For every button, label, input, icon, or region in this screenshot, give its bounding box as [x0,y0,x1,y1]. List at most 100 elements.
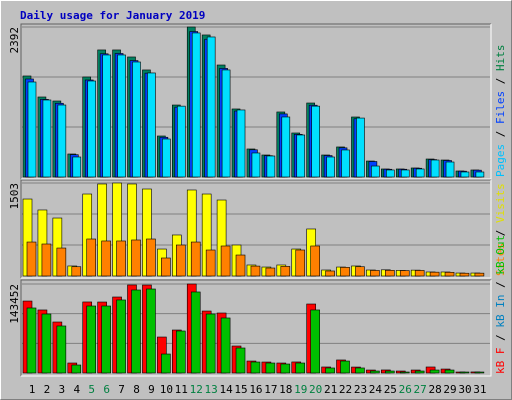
bar [72,156,82,178]
bar [146,288,156,374]
bar [340,267,350,277]
bar [27,81,37,178]
bar [131,239,141,277]
bar [250,265,261,277]
bar [147,72,156,178]
x-tick-label: 19 [294,383,307,396]
bar [310,245,320,277]
legend-entry: / [494,71,507,91]
x-tick-label: 31 [473,383,486,396]
bar [415,168,425,178]
bar [474,371,485,374]
legend-entry: kB F [494,348,507,375]
x-tick-label: 20 [309,383,322,396]
bar [429,369,440,374]
bar [370,370,380,374]
y-tick-label: 1503 [8,183,21,210]
x-tick-label: 15 [234,383,247,396]
x-tick-label: 14 [219,383,233,396]
bar [86,305,97,374]
x-tick-label: 8 [133,383,140,396]
legend-entry: Files [494,91,507,124]
x-tick-label: 7 [118,383,125,396]
legend-entry: Hits [494,45,507,72]
x-tick-label: 17 [264,383,277,396]
x-tick-label: 10 [160,383,173,396]
bar [295,249,306,277]
bar [56,247,67,277]
panel-edge-light [21,280,492,377]
bar [280,363,291,374]
bar [370,270,380,277]
bar [236,109,246,178]
bar [399,270,410,277]
bar [26,241,37,277]
bar [235,254,246,277]
panel-edge-dark [20,179,491,278]
bar [86,238,97,277]
legend-entry: Pages [494,144,507,177]
bar [116,299,126,374]
x-tick-label: 25 [384,383,397,396]
legend-entry: / [494,275,507,295]
bar [26,307,37,374]
bar [311,105,320,178]
bar [161,353,171,374]
bar [430,159,440,178]
bar [414,270,425,277]
bar [235,347,246,374]
x-tick-label: 5 [88,383,95,396]
x-tick-label: 27 [414,383,427,396]
bar [177,105,186,178]
bar [460,171,470,178]
x-tick-label: 30 [458,383,471,396]
bar [41,313,52,374]
bar [265,362,276,374]
x-tick-label: 11 [175,383,188,396]
bar [385,270,395,277]
bar [102,54,111,178]
bar [280,266,291,277]
bar [355,266,365,277]
bar [444,271,455,277]
x-tick-label: 29 [443,383,456,396]
x-tick-label: 18 [279,383,292,396]
bar [117,54,126,178]
x-tick-label: 2 [44,383,51,396]
legend-entry: / [494,328,507,348]
x-tick-label: 22 [339,383,352,396]
bar [251,152,261,178]
x-tick-label: 1 [29,383,36,396]
bar [399,371,410,374]
y-tick-label: 2392 [8,27,21,54]
x-tick-label: 16 [249,383,262,396]
bar [386,169,395,178]
legend-entry: Visits [494,183,507,223]
legend-entry: kB Out [494,235,507,275]
y-tick-label: 143452 [8,284,21,324]
bar [161,257,171,277]
bar [176,330,186,374]
bar [71,364,82,374]
x-tick-label: 24 [369,383,383,396]
bar [459,371,470,374]
bar [266,155,276,178]
bar [414,370,425,374]
x-tick-label: 23 [354,383,367,396]
bar [176,244,186,277]
bar [205,249,216,277]
x-tick-label: 3 [59,383,66,396]
x-tick-label: 26 [399,383,412,396]
bar [220,245,231,277]
bar [326,156,335,178]
x-tick-label: 28 [428,383,441,396]
bar [41,243,52,277]
bar [325,367,335,374]
chart-title: Daily usage for January 2019 [20,9,205,22]
legend-entry: / [494,124,507,144]
panel-edge-light [21,24,492,180]
bar [101,240,111,277]
bar [190,291,201,374]
